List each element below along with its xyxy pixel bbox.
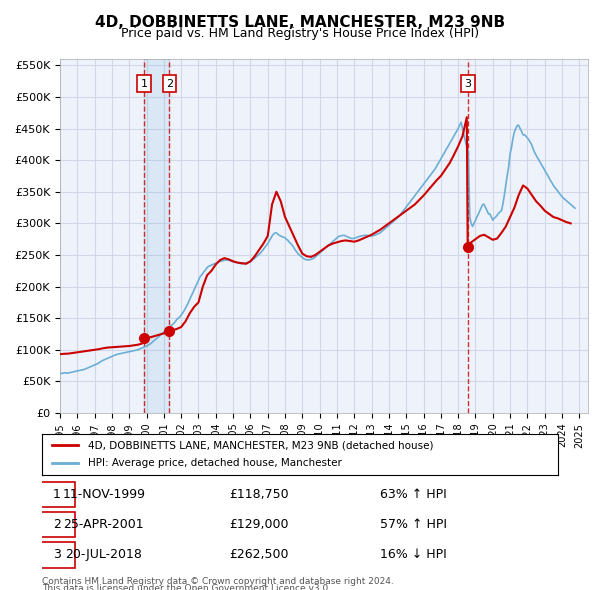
Text: 2: 2 [53, 518, 61, 531]
Text: Price paid vs. HM Land Registry's House Price Index (HPI): Price paid vs. HM Land Registry's House … [121, 27, 479, 40]
Text: 2: 2 [166, 79, 173, 88]
Text: 25-APR-2001: 25-APR-2001 [64, 518, 144, 531]
Text: 3: 3 [464, 79, 471, 88]
Text: 1: 1 [141, 79, 148, 88]
Text: 1: 1 [53, 488, 61, 501]
Text: £118,750: £118,750 [229, 488, 289, 501]
FancyBboxPatch shape [40, 512, 74, 537]
Text: This data is licensed under the Open Government Licence v3.0.: This data is licensed under the Open Gov… [42, 584, 331, 590]
Text: 11-NOV-1999: 11-NOV-1999 [62, 488, 145, 501]
FancyBboxPatch shape [40, 481, 74, 507]
Text: £262,500: £262,500 [229, 548, 289, 561]
Text: £129,000: £129,000 [229, 518, 289, 531]
Text: 4D, DOBBINETTS LANE, MANCHESTER, M23 9NB (detached house): 4D, DOBBINETTS LANE, MANCHESTER, M23 9NB… [88, 440, 434, 450]
Text: 4D, DOBBINETTS LANE, MANCHESTER, M23 9NB: 4D, DOBBINETTS LANE, MANCHESTER, M23 9NB [95, 15, 505, 30]
Text: 20-JUL-2018: 20-JUL-2018 [65, 548, 142, 561]
Text: 3: 3 [53, 548, 61, 561]
Bar [145, 59, 169, 413]
FancyBboxPatch shape [40, 542, 74, 568]
Text: 16% ↓ HPI: 16% ↓ HPI [380, 548, 447, 561]
Text: 57% ↑ HPI: 57% ↑ HPI [380, 518, 447, 531]
Text: 63% ↑ HPI: 63% ↑ HPI [380, 488, 447, 501]
Text: HPI: Average price, detached house, Manchester: HPI: Average price, detached house, Manc… [88, 458, 343, 468]
Text: Contains HM Land Registry data © Crown copyright and database right 2024.: Contains HM Land Registry data © Crown c… [42, 577, 394, 586]
